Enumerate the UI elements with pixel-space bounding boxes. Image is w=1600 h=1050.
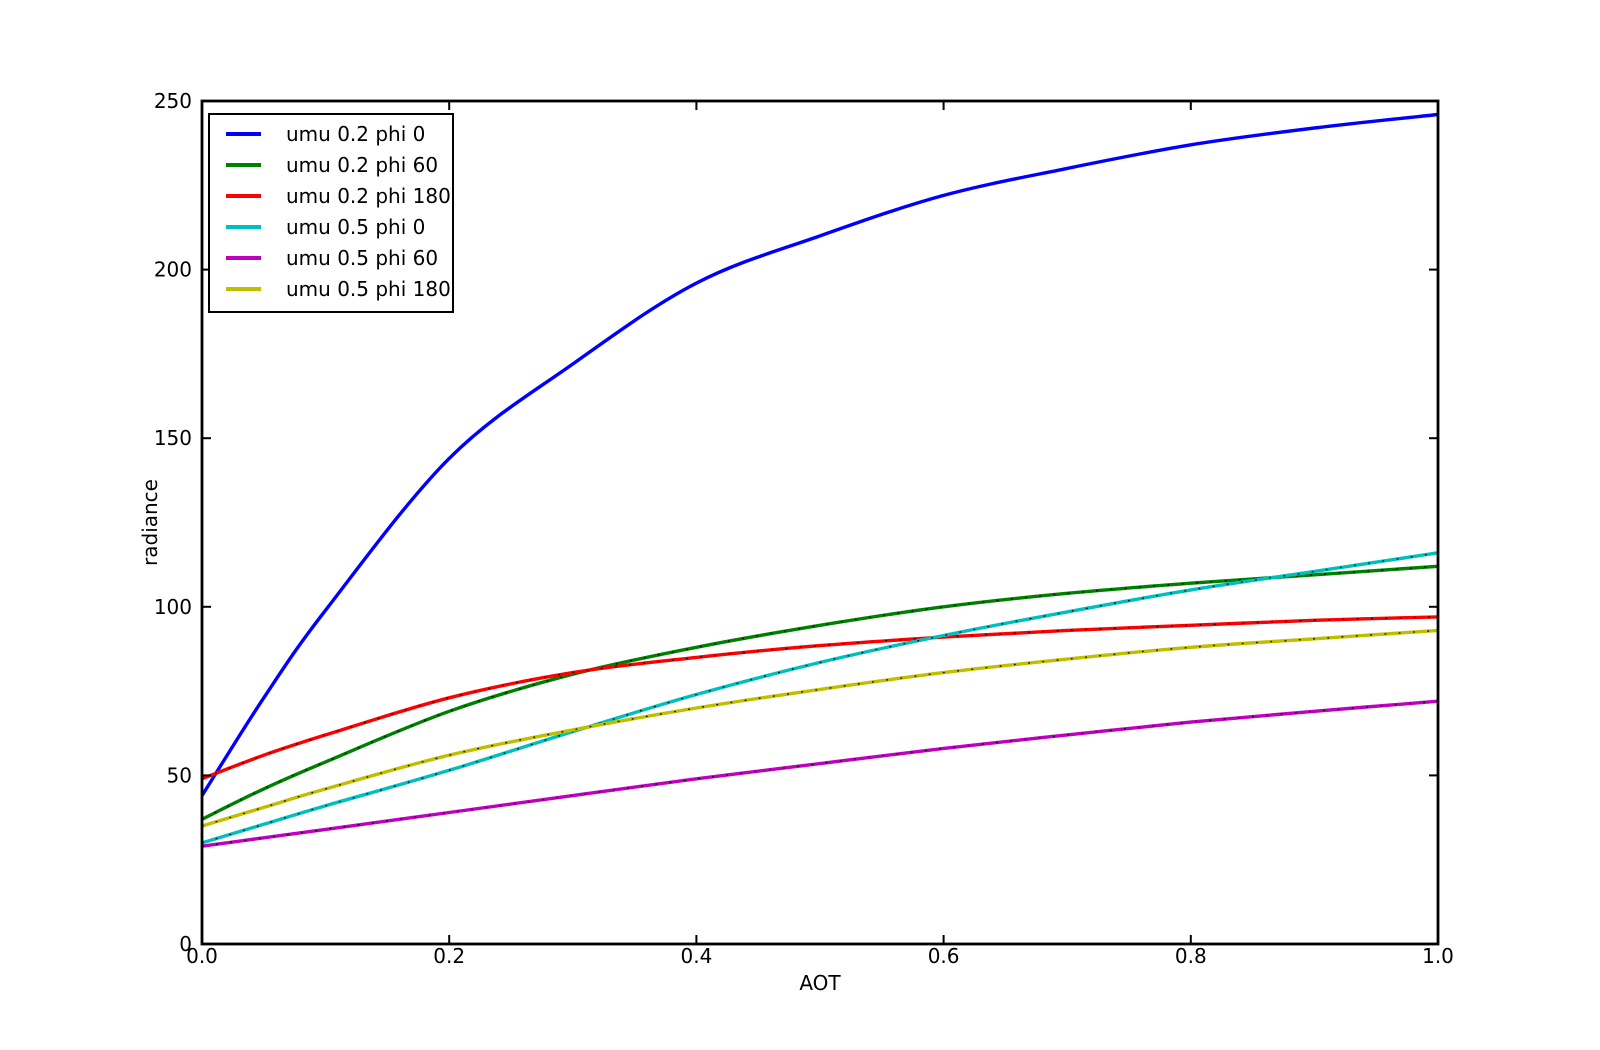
x-tick-label: 0.0: [186, 944, 218, 968]
legend-line-swatch: [226, 224, 261, 229]
legend-line-swatch: [226, 255, 261, 260]
series-dots-umu-0-2-phi-60: [202, 565, 1438, 820]
x-tick-label: 0.2: [433, 944, 465, 968]
legend-entry-umu-0-2-phi-0: umu 0.2 phi 0: [210, 120, 452, 148]
y-tick-label: 0: [179, 932, 192, 956]
series-dots-umu-0-2-phi-180: [202, 616, 1438, 780]
x-tick-label: 1.0: [1422, 944, 1454, 968]
y-tick-label: 150: [154, 426, 192, 450]
series-line-umu-0-2-phi-0: [202, 112, 1438, 797]
series-line-umu-0-2-phi-60: [202, 564, 1438, 821]
legend-entry-label: umu 0.2 phi 60: [286, 152, 439, 177]
axis-ticks: 0.0 0.2 0.4 0.6 0.8 1.0 0 50 100 150 200 250: [154, 89, 1454, 968]
x-tick-label: 0.4: [680, 944, 712, 968]
legend-entry-umu-0-2-phi-60: umu 0.2 phi 60: [210, 151, 452, 179]
y-tick-label: 100: [154, 595, 192, 619]
legend-entry-umu-0-5-phi-0: umu 0.5 phi 0: [210, 213, 452, 241]
legend-entry-label: umu 0.5 phi 180: [286, 276, 451, 301]
series-line-umu-0-5-phi-60: [202, 699, 1438, 848]
legend-line-swatch: [226, 193, 261, 198]
x-tick-label: 0.8: [1175, 944, 1207, 968]
legend-entry-label: umu 0.5 phi 0: [286, 214, 426, 239]
y-tick-label: 50: [167, 763, 192, 787]
series-line-umu-0-5-phi-180: [202, 628, 1438, 828]
legend-entry-label: umu 0.2 phi 0: [286, 121, 426, 146]
series-curves: [202, 112, 1438, 848]
y-tick-label: 250: [154, 89, 192, 113]
series-dots-umu-0-5-phi-60: [202, 700, 1438, 847]
legend-entry-umu-0-2-phi-180: umu 0.2 phi 180: [210, 182, 452, 210]
series-line-umu-0-5-phi-0: [202, 551, 1438, 845]
legend-entry-umu-0-5-phi-180: umu 0.5 phi 180: [210, 275, 452, 303]
legend: umu 0.2 phi 0 umu 0.2 phi 60 umu 0.2 phi…: [208, 113, 454, 313]
legend-entry-umu-0-5-phi-60: umu 0.5 phi 60: [210, 244, 452, 272]
x-tick-label: 0.6: [928, 944, 960, 968]
legend-entry-label: umu 0.2 phi 180: [286, 183, 451, 208]
legend-line-swatch: [226, 131, 261, 136]
legend-line-swatch: [226, 286, 261, 291]
legend-entry-label: umu 0.5 phi 60: [286, 245, 439, 270]
series-dots-umu-0-5-phi-0: [202, 552, 1438, 844]
series-dots-umu-0-5-phi-180: [202, 629, 1438, 827]
y-tick-label: 200: [154, 258, 192, 282]
y-axis-label: radiance: [138, 479, 162, 566]
legend-line-swatch: [226, 162, 261, 167]
x-axis-label: AOT: [799, 971, 841, 995]
axes-frame: [200, 99, 1440, 946]
